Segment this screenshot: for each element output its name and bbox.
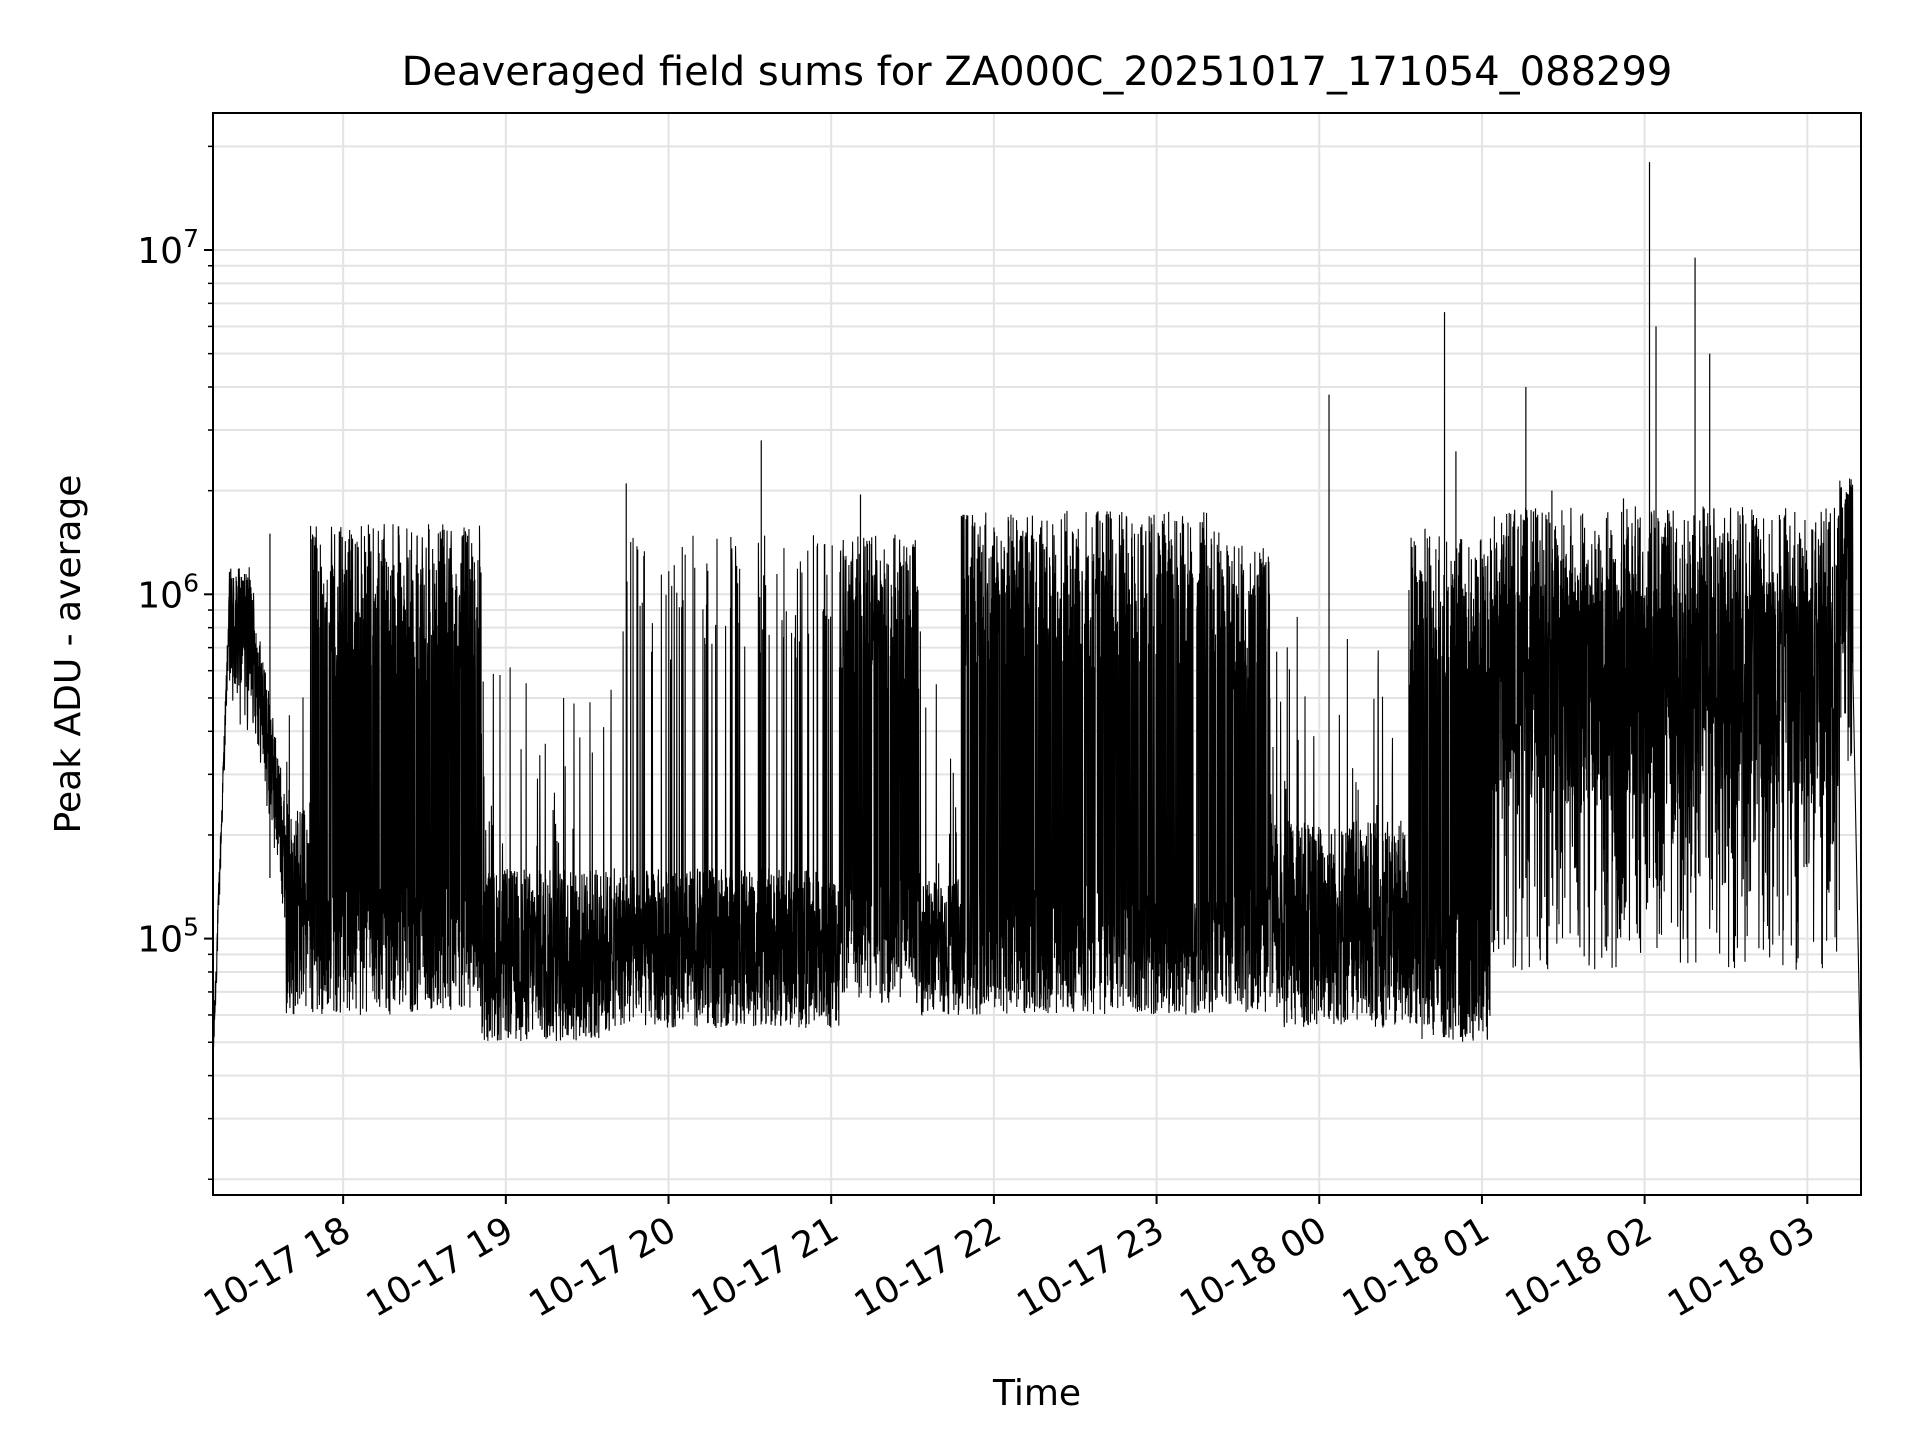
series-line <box>212 478 1862 1089</box>
y-axis-label: Peak ADU - average <box>48 475 89 834</box>
x-tick-label: 10-18 00 <box>1173 1209 1334 1325</box>
y-tick-label: 107 <box>137 224 199 272</box>
y-tick-label: 105 <box>137 913 199 961</box>
y-tick-exponent: 7 <box>183 224 199 253</box>
x-tick-label: 10-17 19 <box>360 1209 521 1325</box>
y-tick-label: 106 <box>137 568 199 616</box>
x-axis-label: Time <box>992 1373 1081 1414</box>
x-tick-label: 10-18 01 <box>1336 1209 1497 1325</box>
x-tick-label: 10-17 18 <box>197 1209 358 1325</box>
plot-frame <box>212 112 1862 1196</box>
x-tick-label: 10-17 20 <box>522 1209 683 1325</box>
x-tick-label: 10-17 21 <box>685 1209 846 1325</box>
y-tick-exponent: 6 <box>183 568 199 597</box>
x-tick-label: 10-17 23 <box>1010 1209 1171 1325</box>
chart-title: Deaveraged field sums for ZA000C_2025101… <box>402 49 1673 95</box>
y-tick-exponent: 5 <box>183 913 199 942</box>
x-tick-label: 10-18 02 <box>1498 1209 1659 1325</box>
x-tick-label: 10-17 22 <box>848 1209 1009 1325</box>
x-tick-label: 10-18 03 <box>1661 1209 1822 1325</box>
